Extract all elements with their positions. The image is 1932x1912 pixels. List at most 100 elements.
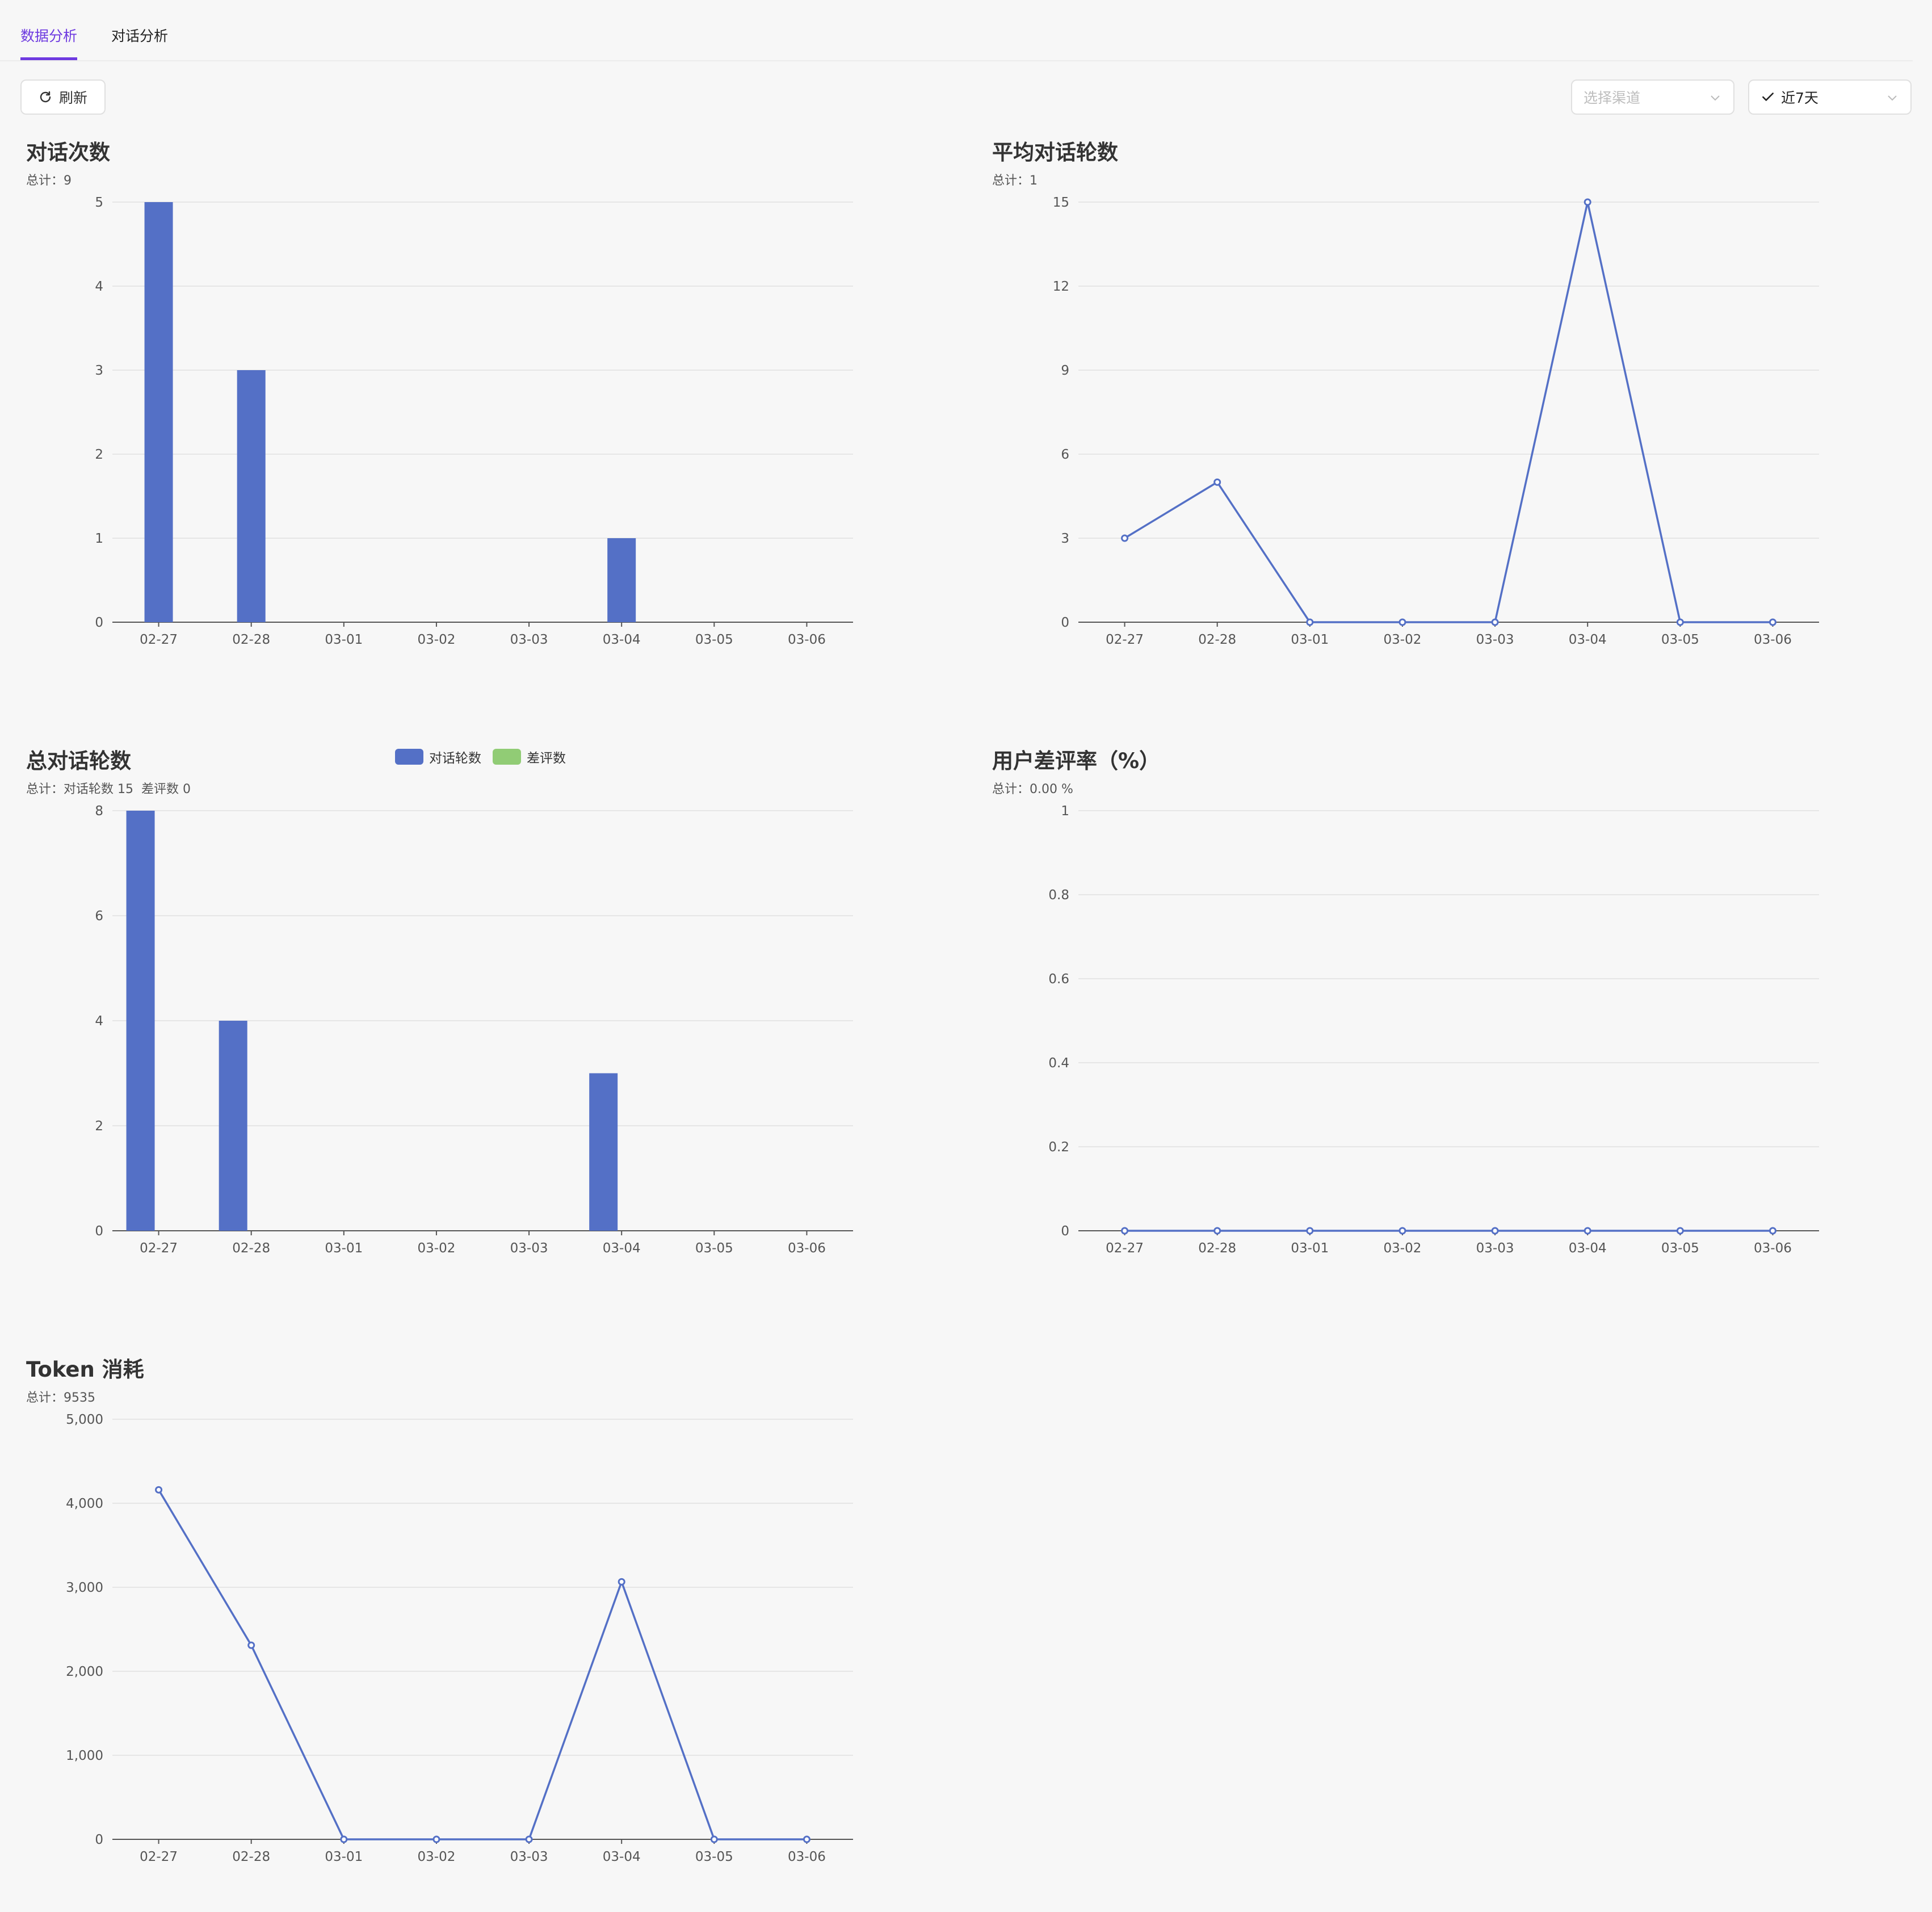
data-point xyxy=(1584,1227,1591,1235)
x-tick-label: 02-27 xyxy=(1106,1241,1144,1256)
legend-label-bad: 差评数 xyxy=(527,751,566,766)
time-range-value: 近7天 xyxy=(1781,90,1818,106)
x-tick-label: 02-27 xyxy=(1106,632,1144,647)
x-tick-label: 02-28 xyxy=(232,1850,270,1864)
x-tick-label: 03-05 xyxy=(695,632,733,647)
x-tick-label: 02-28 xyxy=(1198,632,1236,647)
x-tick-label: 03-06 xyxy=(788,1241,826,1256)
x-tick-label: 02-27 xyxy=(140,1241,178,1256)
chevron-down-icon xyxy=(1888,95,1897,101)
total-rounds-legend: 对话轮数 差评数 xyxy=(395,747,577,766)
x-tick-label: 03-04 xyxy=(603,632,641,647)
refresh-label: 刷新 xyxy=(58,90,87,106)
data-point xyxy=(1306,1227,1314,1235)
chart-title-total-rounds: 总对话轮数 xyxy=(26,749,131,773)
chart-total-avg-rounds: 总计：1 xyxy=(992,174,1038,188)
x-tick-label: 03-03 xyxy=(1476,632,1514,647)
channel-select[interactable]: 选择渠道 xyxy=(1571,79,1734,115)
bar xyxy=(126,811,155,1231)
x-tick-label: 03-04 xyxy=(603,1241,641,1256)
tab-data-analysis[interactable]: 数据分析 xyxy=(20,25,78,60)
x-tick-label: 03-01 xyxy=(1291,1241,1329,1256)
y-tick-label: 6 xyxy=(1061,447,1069,462)
data-point xyxy=(1398,618,1406,626)
tab-bar: 数据分析 对话分析 xyxy=(0,0,1913,61)
chart-title-conversations: 对话次数 xyxy=(26,140,110,165)
x-tick-label: 03-02 xyxy=(418,1241,456,1256)
data-point xyxy=(1769,618,1776,626)
chart-total-token: 总计：9535 xyxy=(26,1391,95,1405)
y-tick-label: 12 xyxy=(1053,279,1069,294)
x-tick-label: 03-03 xyxy=(510,1241,548,1256)
x-tick-label: 03-02 xyxy=(418,1850,456,1864)
chart-title-token: Token 消耗 xyxy=(26,1357,144,1382)
y-tick-label: 5,000 xyxy=(66,1412,103,1427)
x-tick-label: 03-05 xyxy=(695,1241,733,1256)
x-tick-label: 03-01 xyxy=(325,1850,363,1864)
data-point xyxy=(432,1835,440,1843)
data-point xyxy=(618,1578,625,1586)
x-tick-label: 03-05 xyxy=(1661,632,1699,647)
x-tick-label: 02-28 xyxy=(232,1241,270,1256)
chart-total-bad-rate: 总计：0.00 % xyxy=(992,782,1073,796)
bar xyxy=(219,1021,247,1231)
legend-item-rounds[interactable]: 对话轮数 xyxy=(395,747,481,766)
total-rounds-value: 总计：对话轮数 15 xyxy=(26,782,133,796)
x-tick-label: 02-27 xyxy=(140,1850,178,1864)
chart-title-avg-rounds: 平均对话轮数 xyxy=(992,140,1118,165)
y-tick-label: 5 xyxy=(95,195,103,210)
data-point xyxy=(1121,534,1129,542)
bar xyxy=(589,1073,618,1231)
y-tick-label: 0.6 xyxy=(1048,972,1069,987)
refresh-button[interactable]: 刷新 xyxy=(20,79,106,115)
y-tick-label: 4 xyxy=(95,279,103,294)
bar xyxy=(607,538,636,622)
data-point xyxy=(1121,1227,1129,1235)
time-range-select[interactable]: 近7天 xyxy=(1748,79,1912,115)
y-tick-label: 1 xyxy=(95,531,103,546)
x-tick-label: 03-06 xyxy=(1754,1241,1792,1256)
x-tick-label: 03-02 xyxy=(418,632,456,647)
conversations-chart: 0 1 2 3 4 5 02-27 02-28 03-01 03-02 03-03 03-04 03-0… xyxy=(95,195,853,647)
chart-total-conversations: 总计：9 xyxy=(26,174,72,188)
y-tick-label: 0 xyxy=(1061,615,1069,630)
data-point xyxy=(155,1486,163,1494)
series-line xyxy=(158,1489,807,1840)
tab-conversation-analysis[interactable]: 对话分析 xyxy=(111,28,169,44)
legend-item-bad[interactable]: 差评数 xyxy=(493,747,566,766)
series-line xyxy=(1124,202,1773,623)
y-tick-label: 15 xyxy=(1053,195,1069,210)
check-icon xyxy=(1762,93,1774,101)
data-point xyxy=(1676,618,1684,626)
x-tick-label: 03-03 xyxy=(1476,1241,1514,1256)
legend-swatch-rounds xyxy=(395,749,423,765)
x-tick-label: 03-04 xyxy=(1569,632,1607,647)
channel-select-placeholder: 选择渠道 xyxy=(1584,90,1641,106)
x-tick-label: 02-27 xyxy=(140,632,178,647)
x-tick-label: 03-02 xyxy=(1384,1241,1422,1256)
legend-label-rounds: 对话轮数 xyxy=(429,751,481,766)
y-tick-label: 1,000 xyxy=(66,1749,103,1763)
data-point xyxy=(1491,618,1499,626)
x-tick-label: 02-28 xyxy=(1198,1241,1236,1256)
bar xyxy=(144,202,173,622)
y-tick-label: 2 xyxy=(95,447,103,462)
y-tick-label: 0 xyxy=(95,1833,103,1847)
x-tick-label: 03-05 xyxy=(695,1850,733,1864)
total-rounds-chart: 0 2 4 6 8 02-27 02-28 03-01 03-02 03-03 03-04 03-05… xyxy=(95,804,853,1256)
data-point xyxy=(247,1641,255,1649)
data-point xyxy=(1584,198,1591,206)
bad-rate-chart: 0 0.2 0.4 0.6 0.8 1 02-27 02-28 03-01 03-02 03-03 0… xyxy=(1048,804,1819,1256)
data-point xyxy=(525,1835,533,1843)
data-point xyxy=(340,1835,348,1843)
y-tick-label: 0.2 xyxy=(1048,1140,1069,1155)
y-tick-label: 0 xyxy=(95,1224,103,1239)
legend-swatch-bad xyxy=(493,749,521,765)
y-tick-label: 0 xyxy=(95,615,103,630)
data-point xyxy=(1306,618,1314,626)
x-tick-label: 03-03 xyxy=(510,1850,548,1864)
y-tick-label: 2 xyxy=(95,1119,103,1134)
data-point xyxy=(1213,1227,1221,1235)
x-tick-label: 03-04 xyxy=(1569,1241,1607,1256)
y-tick-label: 6 xyxy=(95,909,103,924)
